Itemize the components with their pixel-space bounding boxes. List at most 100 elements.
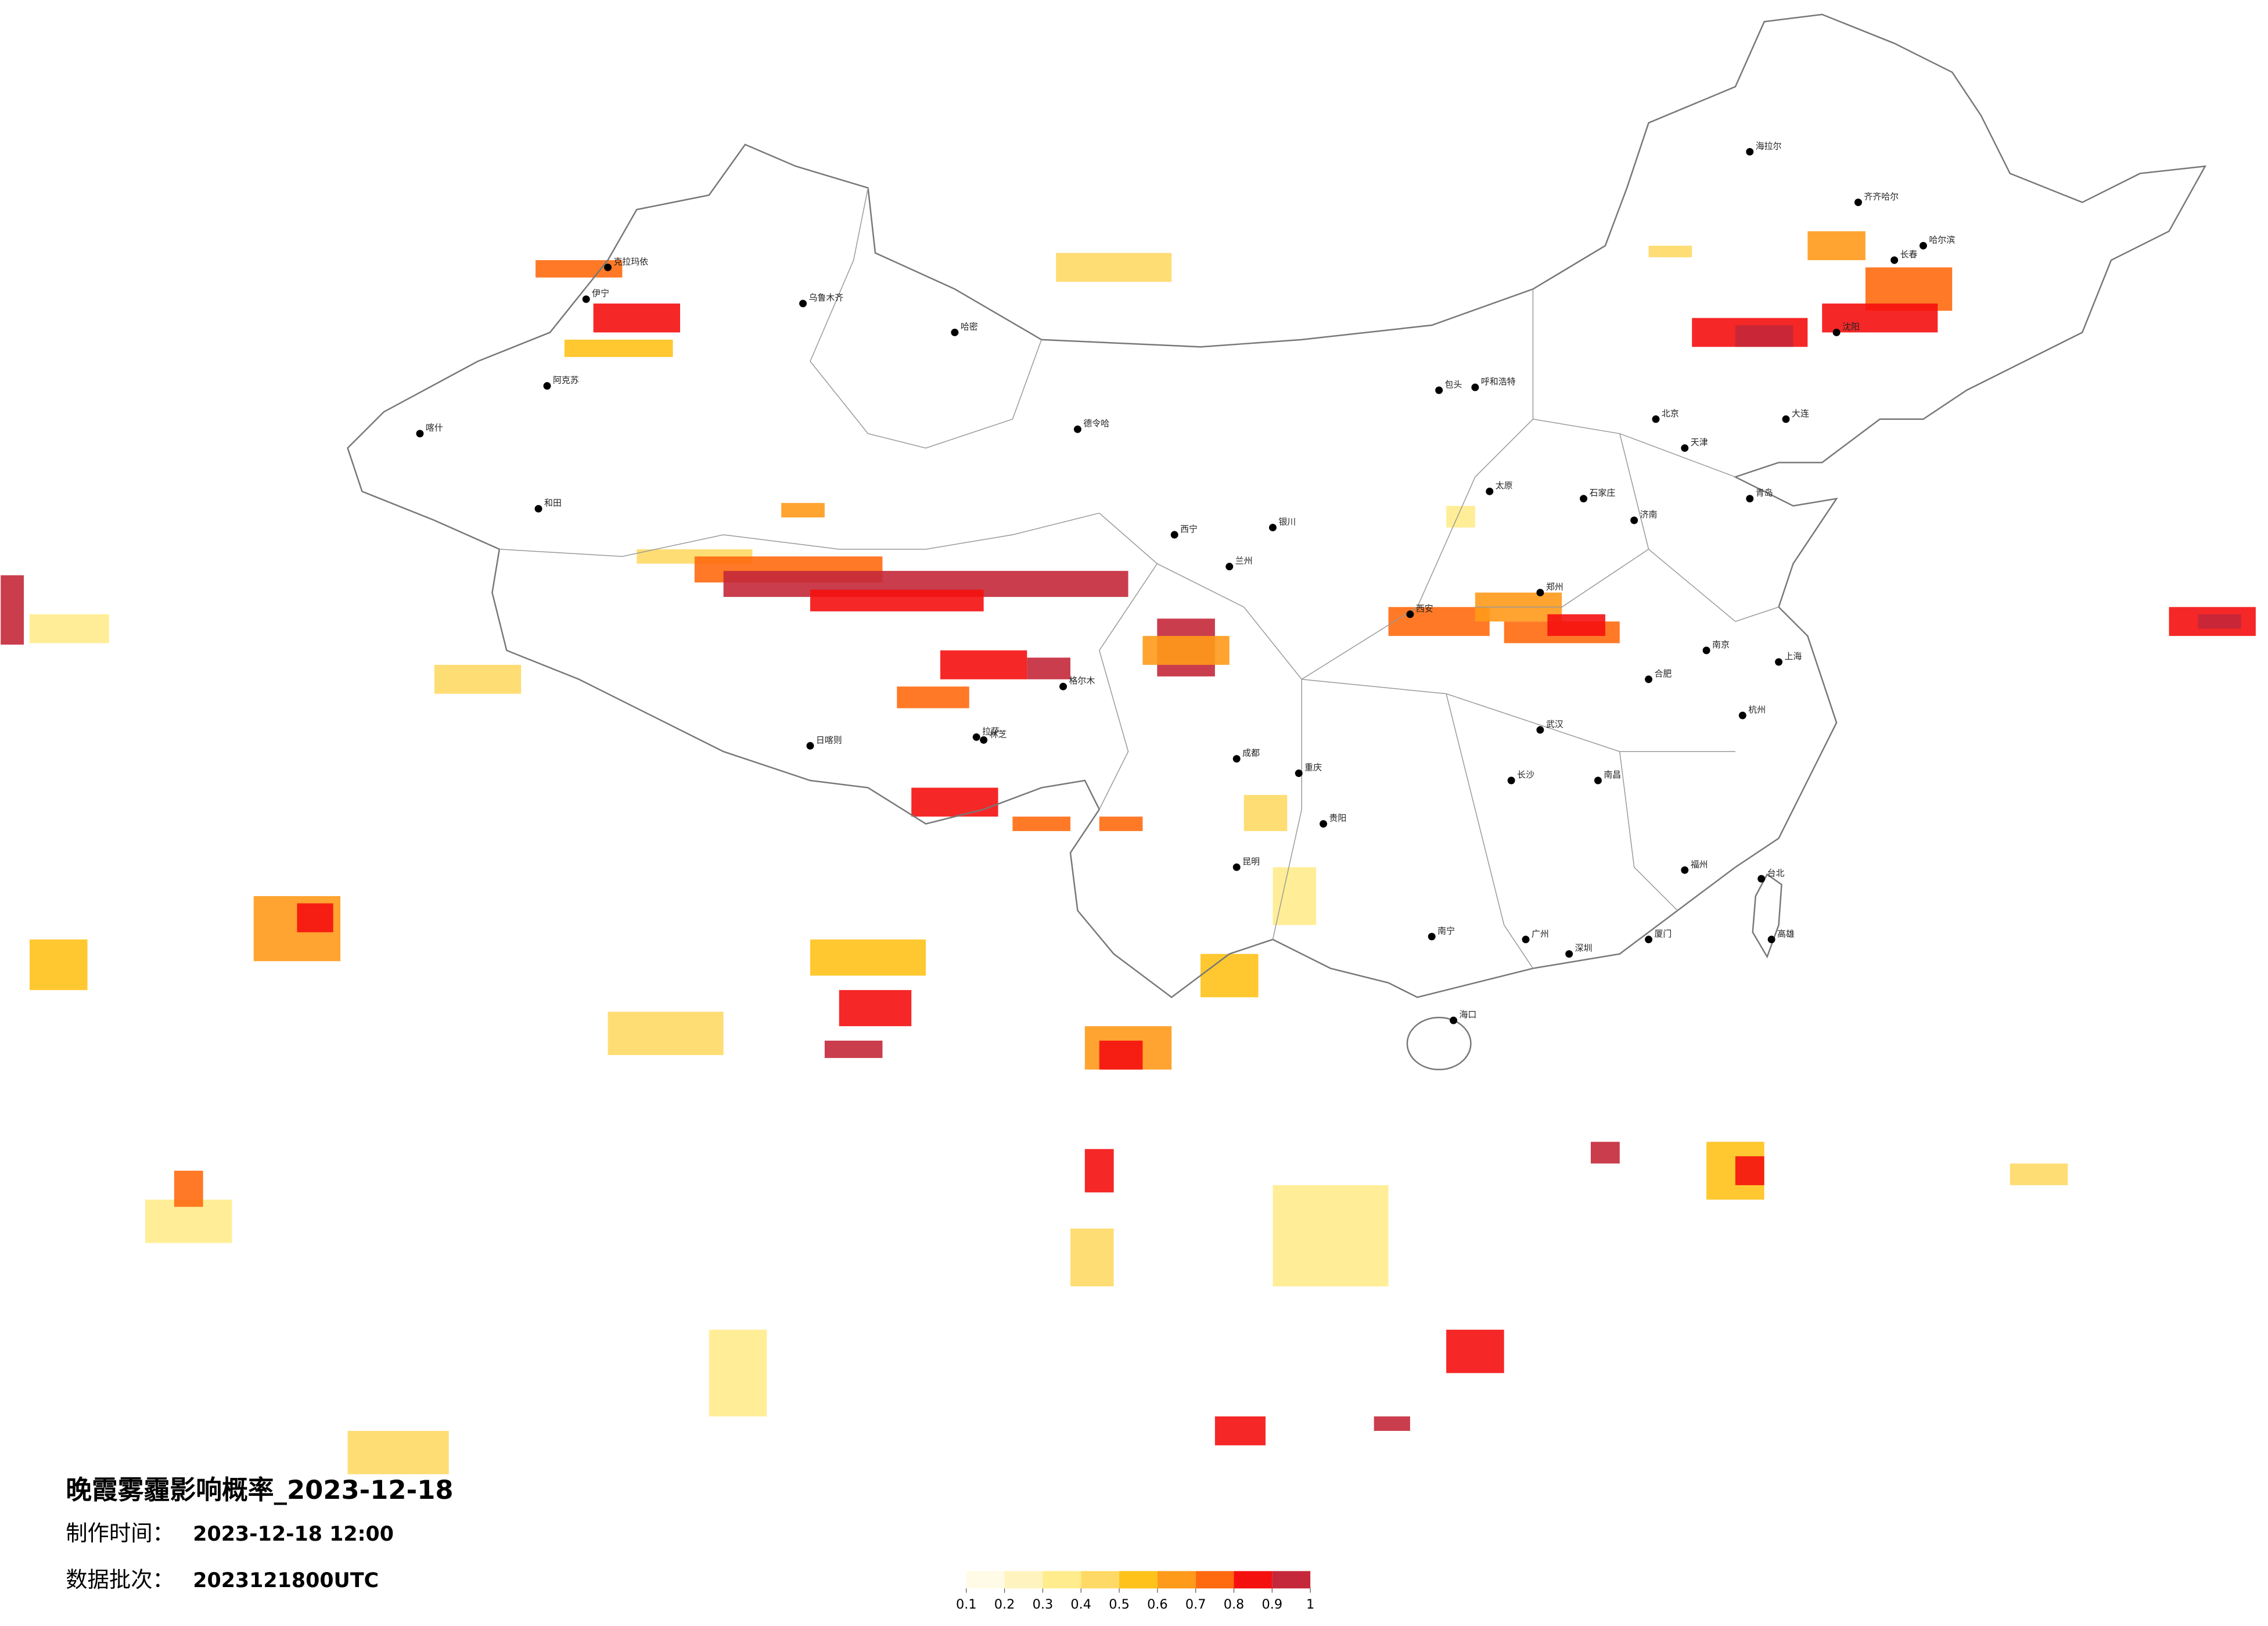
city-dot: [1746, 148, 1754, 156]
hainan-outline: [1406, 1016, 1472, 1071]
probability-cell: [2010, 1163, 2068, 1185]
city-label: 兰州: [1235, 556, 1253, 566]
probability-cell: [1056, 253, 1172, 282]
city-label: 包头: [1445, 379, 1462, 390]
city-dot: [1746, 495, 1754, 503]
probability-cell: [347, 1431, 449, 1474]
city-label: 银川: [1278, 516, 1296, 527]
city-dot: [1832, 328, 1841, 336]
city-dot: [534, 505, 542, 513]
city-dot: [1775, 658, 1783, 666]
colorbar-tick-label: 0.2: [994, 1597, 1015, 1612]
city-dot: [1232, 863, 1241, 871]
made-label: 制作时间：: [66, 1520, 174, 1546]
probability-cell: [709, 1329, 767, 1417]
city-dot: [1645, 675, 1653, 684]
made-value: 2023-12-18 12:00: [193, 1523, 394, 1546]
city-dot: [980, 736, 988, 744]
colorbar-tick-label: 0.6: [1147, 1597, 1168, 1612]
probability-cell: [911, 787, 998, 817]
city-dot: [1681, 866, 1689, 874]
probability-cell: [1865, 267, 1953, 311]
city-label: 哈密: [961, 321, 978, 332]
probability-cell: [1099, 816, 1143, 832]
city-dot: [1645, 936, 1653, 944]
city-label: 西宁: [1180, 524, 1198, 534]
city-label: 南宁: [1437, 926, 1455, 936]
probability-cell: [434, 664, 522, 694]
probability-cell: [1099, 1041, 1143, 1070]
probability-cell: [1027, 657, 1070, 679]
city-label: 武汉: [1546, 719, 1563, 729]
province-lines: [499, 188, 1779, 969]
colorbar-tick-label: 1: [1306, 1597, 1314, 1612]
city-label: 高雄: [1777, 929, 1795, 939]
colorbar-tick-label: 0.3: [1033, 1597, 1054, 1612]
city-label: 南昌: [1604, 769, 1621, 780]
city-label: 海拉尔: [1756, 141, 1782, 151]
probability-cell: [1547, 614, 1605, 636]
city-label: 天津: [1691, 437, 1708, 448]
probability-layer: [1, 231, 2256, 1474]
city-label: 成都: [1242, 748, 1260, 758]
probability-cell: [1214, 1416, 1266, 1445]
colorbar-swatch: [1195, 1571, 1234, 1589]
city-dot: [543, 382, 551, 390]
probability-cell: [1273, 1185, 1389, 1287]
colorbar-tick-label: 0.1: [956, 1597, 977, 1612]
city-label: 大连: [1792, 408, 1809, 419]
city-dot: [1854, 198, 1862, 206]
city-label: 林芝: [990, 729, 1007, 739]
city-dot: [1919, 242, 1927, 250]
city-label: 伊宁: [592, 288, 609, 298]
title: 晚霞雾霾影响概率_2023-12-18: [66, 1474, 453, 1505]
city-dot: [1435, 386, 1443, 394]
city-label: 长沙: [1517, 769, 1534, 780]
probability-cell: [940, 650, 1027, 679]
city-label: 厦门: [1655, 929, 1672, 939]
taiwan-outline: [1752, 873, 1782, 959]
colorbar-tick-label: 0.8: [1224, 1597, 1245, 1612]
colorbar-swatch: [966, 1571, 1005, 1589]
city-dot: [1507, 776, 1515, 785]
city-dot: [1522, 936, 1530, 944]
city-dot: [1450, 1016, 1458, 1024]
city-label: 石家庄: [1590, 488, 1616, 498]
city-label: 北京: [1662, 408, 1679, 419]
city-label: 重庆: [1304, 762, 1322, 773]
city-label: 哈尔滨: [1929, 235, 1955, 245]
batch-value: 2023121800UTC: [193, 1569, 379, 1592]
probability-cell: [1590, 1142, 1620, 1164]
city-dot: [1738, 711, 1746, 720]
city-label: 深圳: [1575, 943, 1593, 954]
city-label: 长春: [1900, 249, 1918, 260]
colorbar-tick-label: 0.7: [1185, 1597, 1206, 1612]
city-dot: [1295, 769, 1303, 778]
colorbar-swatch: [1234, 1571, 1273, 1589]
city-label: 台北: [1767, 868, 1785, 878]
probability-cell: [781, 503, 825, 518]
city-label: 阿克苏: [553, 375, 579, 386]
colorbar-swatch: [1043, 1571, 1081, 1589]
city-label: 喀什: [426, 423, 443, 433]
city-dot: [1428, 933, 1436, 941]
probability-cell: [297, 903, 333, 933]
city-label: 贵阳: [1329, 813, 1347, 823]
city-label: 克拉玛依: [614, 256, 649, 267]
city-label: 海口: [1460, 1009, 1477, 1020]
probability-cell: [839, 990, 912, 1027]
city-label: 广州: [1532, 929, 1549, 939]
city-dot: [1486, 487, 1494, 495]
probability-cell: [29, 939, 88, 990]
city-dot: [1170, 531, 1178, 539]
probability-cell: [810, 589, 984, 611]
colorbar-swatch: [1157, 1571, 1196, 1589]
city-label: 呼和浩特: [1481, 376, 1516, 387]
colorbar-tick-label: 0.5: [1109, 1597, 1130, 1612]
probability-cell: [1374, 1416, 1410, 1431]
probability-cell: [897, 686, 969, 708]
colorbar-swatch: [1119, 1571, 1158, 1589]
probability-cell: [564, 339, 673, 357]
probability-cell: [1070, 1228, 1114, 1287]
